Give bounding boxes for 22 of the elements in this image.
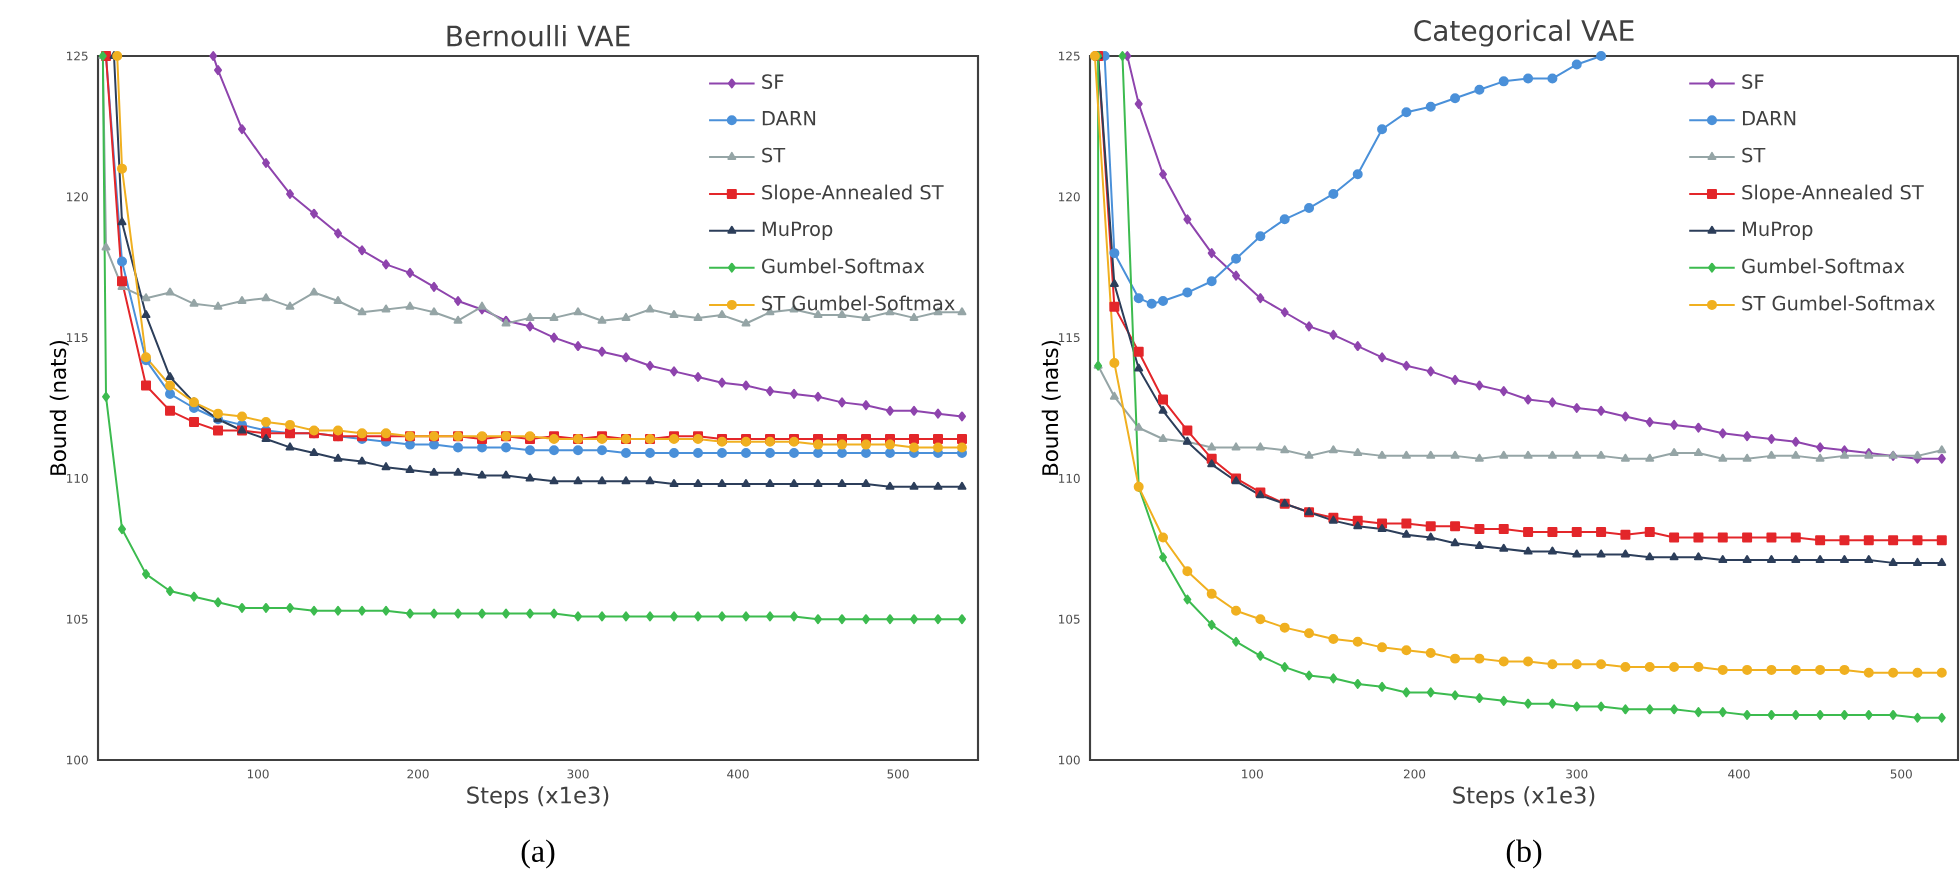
chart-title: Categorical VAE [1414, 19, 1634, 47]
legend-label: DARN [1742, 111, 1796, 126]
legend-label: ST Gumbel-Softmax [762, 295, 955, 311]
legend-label: SF [762, 74, 784, 89]
x-axis-title: Steps (x1e3) [1453, 786, 1595, 809]
y-axis-title: Bound (nats) [49, 340, 69, 475]
text: (a) [521, 839, 555, 869]
legend-label: Gumbel-Softmax [762, 258, 925, 274]
chart-title: Bernoulli VAE [447, 24, 630, 47]
legend-label: ST [762, 147, 786, 163]
legend-label: MuProp [1742, 221, 1813, 240]
legend-label: Slope-Annealed ST [1742, 184, 1924, 204]
legend-label: SF [1742, 74, 1764, 89]
legend-label: DARN [762, 111, 816, 126]
legend-label: ST Gumbel-Softmax [1742, 295, 1935, 311]
x-axis-title: Steps (x1e3) [467, 786, 609, 809]
legend-label: Slope-Annealed ST [762, 184, 944, 204]
y-axis-title: Bound (nats) [1041, 340, 1061, 475]
text: (b) [1506, 839, 1542, 869]
legend-label: MuProp [762, 221, 833, 240]
legend-label: ST [1742, 147, 1766, 163]
legend-label: Gumbel-Softmax [1742, 258, 1905, 274]
